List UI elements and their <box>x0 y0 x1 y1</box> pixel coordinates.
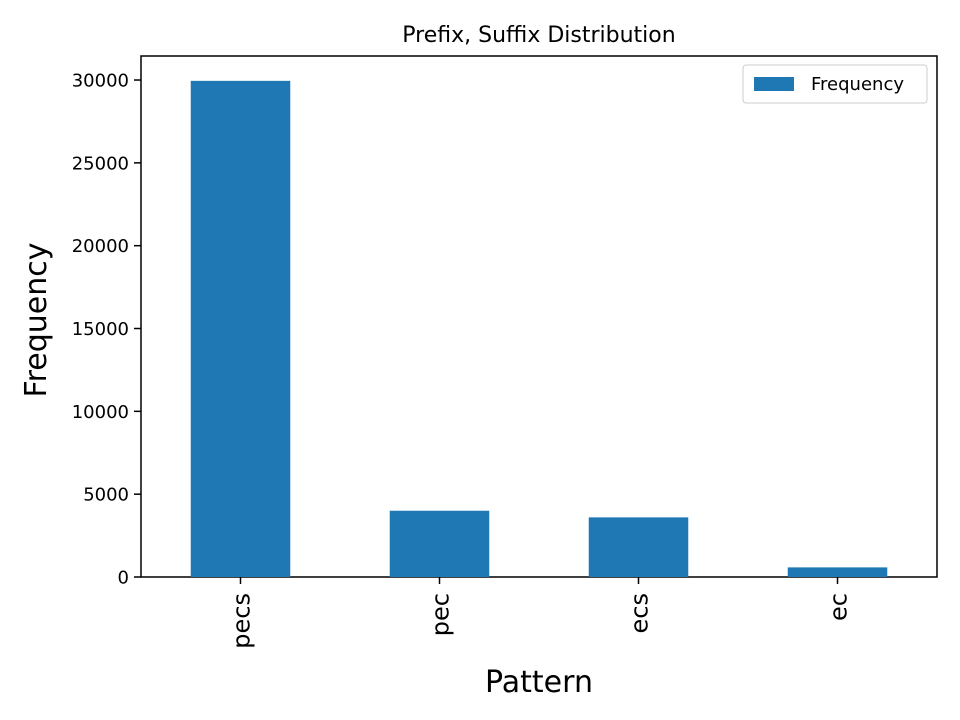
x-tick-label-pecs: pecs <box>228 593 256 649</box>
legend-label: Frequency <box>811 74 904 95</box>
y-tick-label: 20000 <box>72 236 129 257</box>
y-axis-label: Frequency <box>19 243 54 398</box>
bar-group <box>190 80 888 577</box>
bar-pecs <box>190 80 291 577</box>
chart-title: Prefix, Suffix Distribution <box>402 23 675 48</box>
legend: Frequency <box>742 64 928 104</box>
bar-pec <box>389 510 490 577</box>
y-tick-label: 15000 <box>72 319 129 340</box>
y-tick-label: 0 <box>118 568 129 589</box>
plot-area <box>140 55 938 578</box>
y-tick-label: 25000 <box>72 153 129 174</box>
legend-swatch <box>754 77 794 91</box>
plot-frame <box>140 55 938 578</box>
y-tick-label: 5000 <box>83 485 129 506</box>
bar-ecs <box>588 517 689 577</box>
legend-box <box>742 64 928 104</box>
x-tick-label-ecs: ecs <box>626 593 654 633</box>
x-axis: pecs pec ecs ec <box>228 577 853 649</box>
bar-ec <box>787 567 888 577</box>
y-tick-label: 10000 <box>72 402 129 423</box>
x-tick-label-ec: ec <box>825 593 853 621</box>
x-axis-label: Pattern <box>485 665 593 700</box>
y-axis: 0 5000 10000 15000 20000 25000 30000 <box>72 71 141 589</box>
x-tick-label-pec: pec <box>427 593 455 636</box>
y-tick-label: 30000 <box>72 71 129 92</box>
